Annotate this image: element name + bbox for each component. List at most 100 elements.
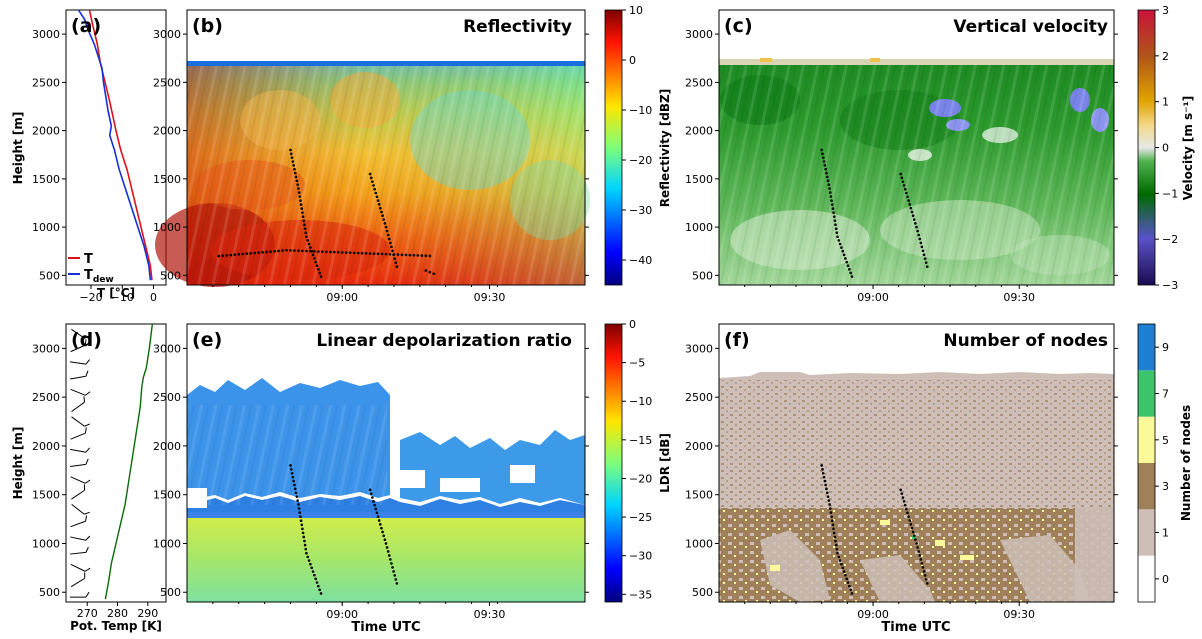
track-dot bbox=[352, 251, 356, 255]
track-dot bbox=[382, 218, 386, 221]
track-dot bbox=[245, 252, 248, 255]
track-dot bbox=[364, 252, 368, 255]
track-dot bbox=[381, 214, 384, 218]
track-dot bbox=[383, 222, 387, 225]
track-dot bbox=[432, 272, 436, 276]
track-dot bbox=[924, 578, 928, 581]
track-dot bbox=[921, 249, 925, 253]
track-dot bbox=[289, 148, 292, 152]
track-dot bbox=[828, 191, 832, 194]
panel-a-label: (a) bbox=[71, 15, 101, 37]
track-dot bbox=[923, 257, 927, 260]
track-dot bbox=[385, 229, 389, 233]
velocity-colorbar-ticks: 3 2 1 0 −1 −2 −3 bbox=[1155, 4, 1178, 292]
velocity-colorbar bbox=[1137, 9, 1156, 286]
track-dot bbox=[379, 206, 382, 210]
track-dot bbox=[837, 555, 841, 559]
track-dot bbox=[344, 251, 348, 254]
panel-d-xlabel: Pot. Temp [K] bbox=[70, 619, 162, 633]
wind-barb bbox=[70, 370, 89, 380]
track-dot bbox=[375, 511, 379, 515]
track-dot bbox=[420, 254, 424, 257]
track-dot bbox=[301, 215, 305, 218]
panel-a-yticks: 500 1000 1500 2000 2500 3000 bbox=[32, 28, 66, 282]
xtick-label: 09:30 bbox=[474, 291, 506, 304]
track-dot bbox=[915, 225, 918, 229]
ytick-label: 500 bbox=[160, 269, 181, 282]
track-dot bbox=[838, 559, 842, 562]
track-dot bbox=[380, 526, 383, 530]
track-dot bbox=[914, 222, 917, 225]
track-dot bbox=[920, 245, 924, 249]
panel-c-xticks: 09:00 09:30 bbox=[744, 285, 1035, 304]
track-dot bbox=[371, 180, 374, 183]
track-dot bbox=[908, 203, 912, 206]
track-dot bbox=[921, 566, 925, 569]
track-dot bbox=[830, 203, 834, 206]
panel-f-yticks: 500 1000 1500 2000 2500 3000 bbox=[685, 342, 1118, 599]
panel-e-tracks bbox=[289, 464, 399, 595]
track-dot bbox=[412, 253, 416, 257]
panel-a: 500 1000 1500 2000 2500 3000 −20 −10 0 (a) T [°… bbox=[11, 9, 167, 304]
track-dot bbox=[291, 475, 295, 479]
ytick-label: 1000 bbox=[153, 537, 181, 550]
track-dot bbox=[290, 471, 294, 475]
xtick-label: −20 bbox=[79, 291, 102, 304]
track-dot bbox=[821, 156, 825, 159]
track-dot bbox=[920, 562, 924, 565]
track-dot bbox=[916, 229, 919, 233]
track-dot bbox=[387, 554, 391, 557]
track-dot bbox=[305, 235, 308, 239]
panel-c-yticks: 500 1000 1500 2000 2500 3000 bbox=[685, 28, 1118, 282]
ytick-label: 1000 bbox=[153, 221, 181, 234]
panel-f-label: (f) bbox=[724, 329, 750, 351]
track-dot bbox=[315, 264, 319, 268]
track-dot bbox=[317, 584, 320, 588]
track-dot bbox=[309, 562, 312, 566]
track-dot bbox=[909, 523, 913, 526]
track-dot bbox=[906, 511, 909, 515]
track-dot bbox=[299, 199, 302, 202]
ytick-label: 500 bbox=[692, 269, 713, 282]
panel-b-frame bbox=[186, 9, 586, 286]
track-dot bbox=[906, 195, 909, 199]
track-dot bbox=[416, 254, 420, 257]
track-dot bbox=[293, 171, 297, 175]
track-dot bbox=[319, 592, 323, 595]
track-dot bbox=[377, 203, 381, 206]
track-dot bbox=[899, 172, 902, 176]
track-dot bbox=[289, 468, 293, 471]
panel-c-tracks bbox=[820, 148, 929, 278]
track-dot bbox=[303, 223, 306, 226]
ytick-label: 2500 bbox=[32, 391, 60, 404]
track-dot bbox=[915, 542, 918, 545]
track-dot bbox=[314, 260, 317, 264]
track-dot bbox=[393, 257, 396, 260]
track-dot bbox=[277, 249, 280, 253]
track-dot bbox=[253, 251, 256, 255]
track-dot bbox=[840, 562, 843, 566]
track-dot bbox=[373, 503, 376, 507]
track-dot bbox=[918, 554, 922, 557]
track-dot bbox=[828, 503, 831, 506]
colorbar-tick-label: −1 bbox=[1162, 187, 1178, 200]
track-dot bbox=[827, 499, 831, 502]
track-dot bbox=[902, 500, 906, 503]
track-dot bbox=[295, 495, 299, 498]
track-dot bbox=[385, 546, 389, 549]
track-dot bbox=[826, 495, 830, 498]
track-dot bbox=[299, 203, 303, 206]
track-dot bbox=[922, 253, 926, 257]
panel-c-label: (c) bbox=[724, 15, 753, 37]
panel-c-frame bbox=[718, 9, 1115, 286]
track-dot bbox=[842, 570, 846, 573]
track-dot bbox=[837, 239, 841, 242]
colorbar-tick-label: 0 bbox=[629, 54, 636, 67]
track-dot bbox=[374, 191, 378, 195]
track-dot bbox=[237, 253, 241, 256]
ytick-label: 1500 bbox=[685, 173, 713, 186]
wind-barb bbox=[69, 546, 89, 555]
track-dot bbox=[299, 519, 303, 523]
